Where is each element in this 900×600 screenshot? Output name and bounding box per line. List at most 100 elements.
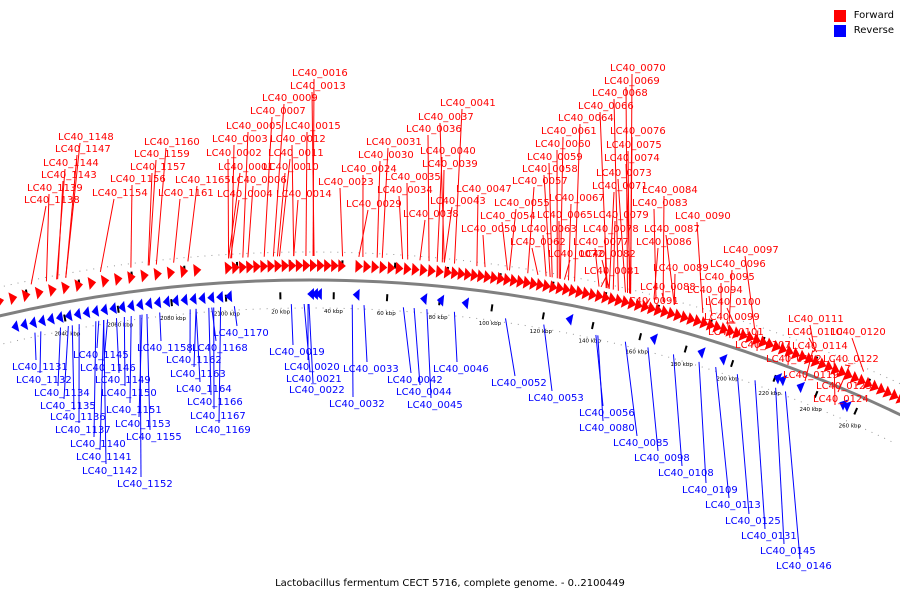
forward-label-line [653, 247, 659, 300]
kbp-tick [638, 333, 643, 341]
forward-gene-arrow [274, 259, 283, 273]
legend-reverse: Reverse [833, 23, 894, 38]
forward-label-line [665, 234, 675, 305]
forward-gene-arrow [450, 266, 460, 280]
forward-label-line [291, 144, 295, 257]
forward-label-line [696, 221, 704, 313]
forward-gene-arrow [653, 303, 663, 316]
kbp-marker-label: 60 kbp [377, 311, 396, 317]
reverse-gene-label: LC40_1146 [80, 363, 136, 374]
forward-gene-label: LC40_0006 [231, 175, 287, 186]
reverse-gene-label: LC40_0131 [741, 531, 797, 542]
kbp-marker-label: 80 kbp [429, 315, 448, 321]
forward-gene-label: LC40_0034 [377, 185, 433, 196]
reverse-gene-label: LC40_1151 [106, 405, 162, 416]
forward-gene-label: LC40_0071 [592, 181, 648, 192]
label-lines-layer [30, 73, 865, 560]
forward-gene-arrow [705, 318, 715, 331]
forward-label-line [45, 193, 50, 282]
forward-label-line [630, 136, 633, 294]
reverse-label-line [63, 326, 69, 400]
forward-label-line [608, 191, 615, 289]
reverse-gene-arrow [311, 288, 318, 301]
reverse-label-line [504, 318, 516, 377]
reverse-label-line [211, 307, 217, 342]
forward-gene-arrow [180, 265, 189, 279]
inner-guide [0, 307, 893, 443]
reverse-gene-label: LC40_0052 [491, 378, 547, 389]
reverse-label-line [303, 303, 311, 373]
kbp-tick [63, 314, 67, 322]
reverse-gene-arrow [11, 320, 20, 332]
reverse-gene-arrow [118, 300, 126, 313]
reverse-label-line [402, 307, 412, 374]
forward-gene-label: LC40_1159 [134, 149, 190, 160]
forward-gene-label: LC40_1139 [27, 183, 83, 194]
forward-gene-label: LC40_0082 [580, 249, 636, 260]
forward-gene-label: LC40_0068 [592, 88, 648, 99]
forward-gene-label: LC40_0119 [783, 370, 839, 381]
forward-gene-arrow [594, 289, 604, 302]
reverse-gene-arrow [839, 399, 848, 411]
reverse-gene-label: LC40_0146 [776, 561, 832, 572]
forward-gene-arrow [193, 263, 202, 277]
forward-gene-arrow [712, 320, 722, 333]
forward-gene-label: LC40_0086 [636, 237, 692, 248]
reverse-gene-arrow [307, 288, 314, 301]
reverse-label-line [698, 361, 707, 484]
forward-gene-label: LC40_0124 [813, 394, 869, 405]
forward-label-line [443, 206, 453, 263]
reverse-gene-arrow [38, 314, 46, 327]
forward-gene-arrow [427, 264, 436, 278]
reverse-gene-label: LC40_1166 [187, 397, 243, 408]
forward-gene-label: LC40_0057 [512, 176, 568, 187]
forward-gene-arrow [692, 314, 702, 327]
forward-gene-label: LC40_0091 [623, 296, 679, 307]
forward-gene-arrow [895, 393, 900, 404]
forward-gene-label: LC40_0054 [480, 211, 536, 222]
forward-label-line [604, 234, 607, 289]
forward-gene-arrow [771, 339, 781, 353]
forward-gene-arrow [371, 260, 380, 274]
reverse-gene-arrow [315, 288, 322, 301]
forward-label-line [726, 307, 734, 323]
forward-gene-arrow [529, 276, 538, 290]
forward-gene-label: LC40_0037 [418, 112, 474, 123]
forward-gene-label: LC40_0016 [292, 68, 348, 79]
forward-gene-arrow [87, 277, 97, 290]
forward-label-line [173, 198, 181, 263]
reverse-gene-arrow [225, 290, 233, 303]
forward-gene-label: LC40_0065 [537, 210, 593, 221]
reverse-gene-arrow [109, 302, 117, 314]
reverse-label-line [597, 335, 604, 422]
reverse-label-line [96, 320, 100, 349]
forward-label-line [242, 131, 249, 258]
reverse-gene-label: LC40_0032 [329, 399, 385, 410]
forward-gene-arrow [483, 270, 492, 284]
reverse-gene-arrow [773, 373, 783, 385]
forward-gene-arrow [224, 261, 233, 275]
forward-gene-label: LC40_0024 [341, 164, 397, 175]
forward-gene-label: LC40_0014 [276, 189, 332, 200]
reverse-label-line [672, 354, 683, 467]
forward-gene-arrow [575, 285, 584, 298]
forward-label-line [454, 108, 463, 264]
reverse-gene-arrow [207, 291, 215, 304]
forward-gene-label: LC40_0064 [558, 113, 614, 124]
reverse-gene-label: LC40_0113 [705, 500, 761, 511]
reverse-label-line [139, 314, 142, 478]
forward-gene-label: LC40_1147 [55, 144, 111, 155]
reverse-swatch [833, 24, 846, 37]
legend-reverse-label: Reverse [853, 25, 894, 36]
forward-gene-arrow [751, 332, 761, 346]
forward-label-line [617, 178, 626, 293]
forward-gene-arrow [463, 267, 473, 281]
forward-gene-label: LC40_0062 [510, 237, 566, 248]
forward-gene-label: LC40_0058 [522, 164, 578, 175]
forward-gene-arrow [882, 385, 892, 398]
forward-gene-arrow [8, 292, 18, 306]
reverse-gene-label: LC40_1149 [95, 375, 151, 386]
forward-gene-arrow [646, 301, 656, 315]
forward-gene-label: LC40_0013 [290, 81, 346, 92]
